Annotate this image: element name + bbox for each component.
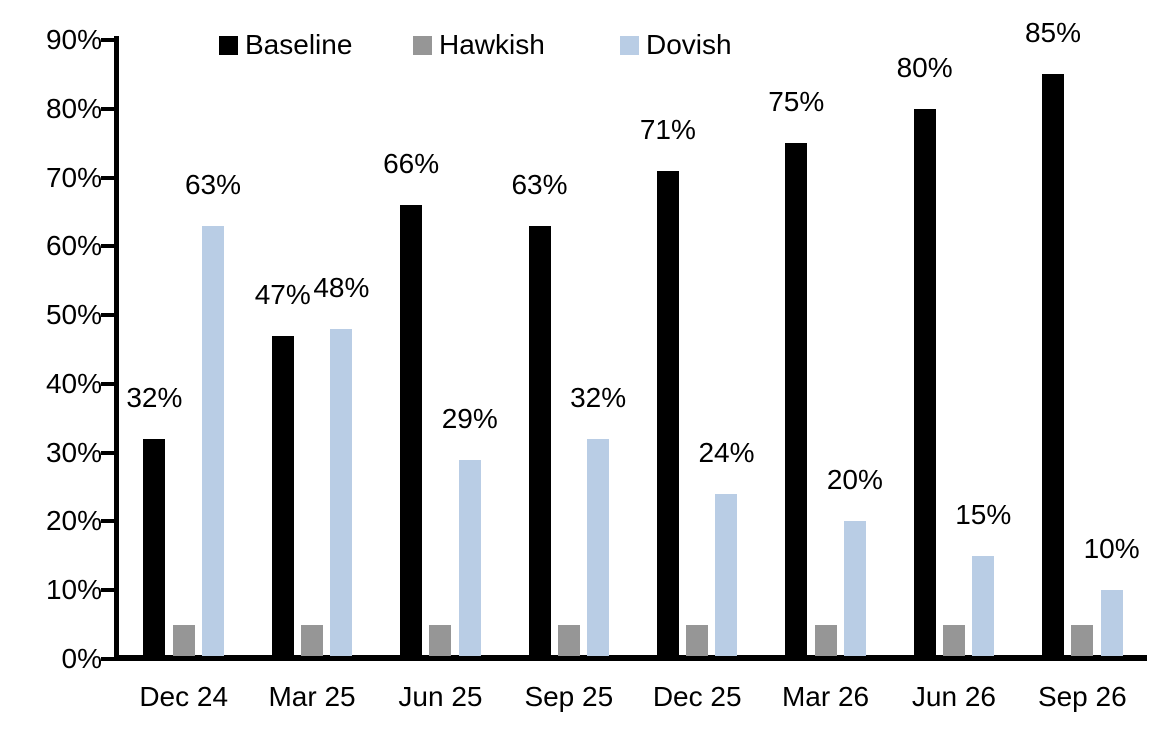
bar-dovish-mar-26: [843, 521, 866, 656]
data-label-baseline-sep-26: 85%: [1024, 17, 1082, 49]
y-axis-tick: [101, 657, 115, 661]
legend-label: Hawkish: [439, 29, 545, 60]
y-axis-tick: [101, 313, 115, 318]
x-axis-label-jun-25: Jun 25: [398, 681, 483, 712]
y-axis-tick-label: 30%: [45, 436, 102, 468]
data-label-dovish-mar-25: 48%: [313, 271, 370, 303]
y-axis-tick-label: 20%: [45, 505, 102, 537]
data-label-baseline-jun-25: 66%: [383, 148, 440, 180]
bar-baseline-mar-25: [271, 335, 294, 656]
bar-hawkish-mar-25: [301, 624, 324, 656]
data-label-dovish-dec-25: 24%: [698, 436, 755, 468]
bar-dovish-jun-26: [972, 555, 995, 656]
y-axis-tick-label: 60%: [45, 230, 102, 262]
bar-hawkish-sep-25: [557, 624, 580, 656]
legend-swatch-baseline: [219, 35, 238, 55]
bar-hawkish-sep-26: [1071, 624, 1094, 656]
y-axis-tick: [101, 175, 115, 180]
bar-baseline-jun-26: [913, 108, 936, 656]
bar-dovish-jun-25: [458, 459, 481, 656]
y-axis-tick-label: 40%: [45, 367, 102, 399]
y-axis-tick: [101, 244, 115, 249]
y-axis-tick-label: 10%: [45, 574, 102, 606]
data-label-baseline-mar-26: 75%: [768, 86, 825, 118]
bar-baseline-jun-25: [400, 205, 423, 656]
bar-baseline-mar-26: [785, 143, 808, 656]
legend-item-hawkish: Hawkish: [413, 28, 545, 62]
bar-baseline-sep-26: [1042, 74, 1064, 656]
bar-hawkish-dec-24: [172, 624, 195, 656]
data-label-dovish-mar-26: 20%: [826, 464, 883, 496]
data-label-dovish-sep-25: 32%: [570, 381, 627, 413]
y-axis-tick: [101, 450, 115, 455]
data-label-baseline-dec-25: 71%: [639, 113, 696, 145]
y-axis-line: [114, 36, 119, 661]
bar-dovish-mar-25: [330, 328, 353, 656]
bar-dovish-sep-26: [1100, 590, 1123, 656]
legend-item-dovish: Dovish: [620, 28, 732, 62]
bar-dovish-dec-24: [201, 225, 224, 656]
bar-dovish-dec-25: [715, 493, 738, 656]
legend-swatch-dovish: [620, 35, 639, 55]
x-axis-line: [114, 655, 1147, 661]
data-label-dovish-sep-26: 10%: [1083, 533, 1140, 565]
chart-legend: Baseline Hawkish Dovish: [0, 28, 1152, 62]
data-label-dovish-jun-26: 15%: [955, 498, 1012, 530]
y-axis-tick: [101, 519, 115, 524]
y-axis-tick-label: 90%: [45, 24, 102, 55]
data-label-baseline-dec-24: 32%: [126, 381, 183, 413]
x-axis-label-mar-26: Mar 26: [781, 681, 870, 712]
bar-baseline-sep-25: [528, 225, 551, 656]
y-axis-tick-label: 0%: [61, 643, 102, 674]
legend-label: Dovish: [646, 29, 732, 60]
bar-hawkish-jun-25: [429, 624, 452, 656]
y-axis-tick: [101, 381, 115, 386]
x-axis-label-sep-25: Sep 25: [524, 681, 614, 712]
y-axis-tick-label: 80%: [45, 92, 102, 124]
bar-baseline-dec-24: [143, 438, 166, 656]
x-axis-label-sep-26: Sep 26: [1037, 681, 1127, 712]
y-axis-tick: [101, 106, 115, 111]
legend-item-baseline: Baseline: [219, 28, 352, 62]
bar-hawkish-dec-25: [686, 624, 709, 656]
legend-label: Baseline: [245, 29, 353, 60]
x-axis-label-mar-25: Mar 25: [268, 681, 356, 712]
y-axis-tick-label: 50%: [45, 299, 102, 331]
y-axis-tick: [101, 588, 115, 593]
x-axis-label-jun-26: Jun 26: [911, 681, 996, 712]
legend-swatch-hawkish: [413, 35, 432, 55]
y-axis-tick: [101, 38, 115, 42]
data-label-baseline-mar-25: 47%: [254, 278, 311, 310]
bar-baseline-dec-25: [656, 170, 679, 656]
data-label-dovish-jun-25: 29%: [441, 402, 498, 434]
y-axis-tick-label: 70%: [45, 161, 102, 193]
x-axis-label-dec-24: Dec 24: [139, 681, 229, 712]
data-label-dovish-dec-24: 63%: [184, 168, 241, 200]
bar-hawkish-mar-26: [814, 624, 837, 656]
data-label-baseline-jun-26: 80%: [896, 51, 953, 83]
bar-dovish-sep-25: [587, 438, 610, 656]
bar-hawkish-jun-26: [942, 624, 965, 656]
x-axis-label-dec-25: Dec 25: [652, 681, 742, 712]
data-label-baseline-sep-25: 63%: [511, 168, 568, 200]
